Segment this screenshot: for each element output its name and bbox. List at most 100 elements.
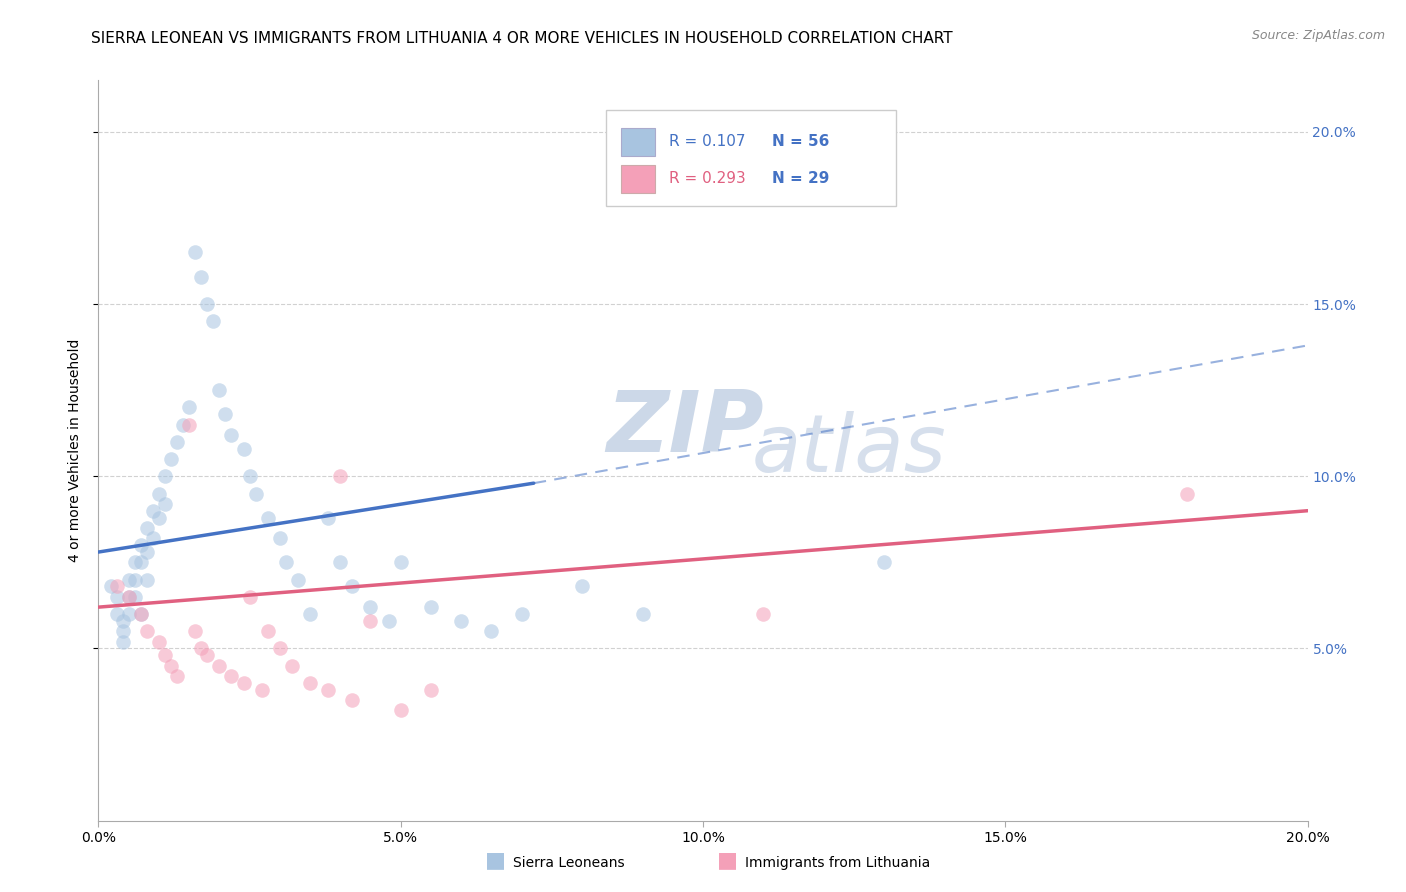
Point xyxy=(124,590,146,604)
Point xyxy=(160,658,183,673)
Text: Immigrants from Lithuania: Immigrants from Lithuania xyxy=(745,855,931,870)
FancyBboxPatch shape xyxy=(606,110,897,206)
Text: Sierra Leoneans: Sierra Leoneans xyxy=(513,855,624,870)
Point xyxy=(329,469,352,483)
Point xyxy=(124,573,146,587)
Point xyxy=(118,590,141,604)
Text: R = 0.293: R = 0.293 xyxy=(669,171,747,186)
Point xyxy=(873,555,896,569)
Point xyxy=(752,607,775,621)
Point xyxy=(360,600,382,615)
Point xyxy=(195,648,218,663)
Point xyxy=(153,469,176,483)
Point xyxy=(208,658,231,673)
Point xyxy=(118,573,141,587)
Point xyxy=(148,510,170,524)
Point xyxy=(287,573,309,587)
Point xyxy=(256,510,278,524)
Point xyxy=(245,486,267,500)
Point xyxy=(195,297,218,311)
Text: ZIP: ZIP xyxy=(606,387,763,470)
Point xyxy=(299,607,322,621)
Point xyxy=(166,434,188,449)
Point xyxy=(105,590,128,604)
Text: Source: ZipAtlas.com: Source: ZipAtlas.com xyxy=(1251,29,1385,42)
Point xyxy=(420,600,443,615)
Point xyxy=(510,607,533,621)
Point xyxy=(329,555,352,569)
Point xyxy=(129,607,152,621)
Point xyxy=(342,579,364,593)
Point xyxy=(360,614,382,628)
Point xyxy=(105,607,128,621)
Point xyxy=(135,545,157,559)
Point xyxy=(190,269,212,284)
Point xyxy=(179,401,201,415)
Point xyxy=(232,676,254,690)
Point xyxy=(100,579,122,593)
Point xyxy=(105,579,128,593)
Point xyxy=(377,614,399,628)
Point xyxy=(148,634,170,648)
Point xyxy=(221,669,243,683)
Text: N = 56: N = 56 xyxy=(772,134,830,149)
Point xyxy=(281,658,304,673)
Point xyxy=(135,573,157,587)
FancyBboxPatch shape xyxy=(621,128,655,156)
Point xyxy=(184,624,207,639)
Point xyxy=(274,555,297,569)
Y-axis label: 4 or more Vehicles in Household: 4 or more Vehicles in Household xyxy=(69,339,83,562)
Point xyxy=(153,497,176,511)
Point xyxy=(166,669,188,683)
Point xyxy=(111,624,134,639)
Point xyxy=(202,314,225,328)
Point xyxy=(135,521,157,535)
Text: ■: ■ xyxy=(717,850,738,870)
Point xyxy=(142,504,165,518)
Point xyxy=(221,428,243,442)
Point xyxy=(389,703,412,717)
Point xyxy=(239,590,262,604)
Point xyxy=(111,634,134,648)
Point xyxy=(148,486,170,500)
Point xyxy=(208,383,231,397)
Point xyxy=(160,452,183,467)
Point xyxy=(232,442,254,456)
Point xyxy=(124,555,146,569)
Point xyxy=(129,538,152,552)
Point xyxy=(172,417,194,432)
Point xyxy=(129,607,152,621)
Text: N = 29: N = 29 xyxy=(772,171,830,186)
Point xyxy=(214,407,236,421)
Point xyxy=(142,531,165,545)
Point xyxy=(299,676,322,690)
Point xyxy=(179,417,201,432)
Point xyxy=(190,641,212,656)
Point xyxy=(631,607,654,621)
Point xyxy=(571,579,593,593)
Point xyxy=(256,624,278,639)
Point xyxy=(481,624,503,639)
Point xyxy=(118,607,141,621)
Text: R = 0.107: R = 0.107 xyxy=(669,134,745,149)
Point xyxy=(269,531,291,545)
FancyBboxPatch shape xyxy=(621,165,655,193)
Point xyxy=(250,682,273,697)
Point xyxy=(118,590,141,604)
Text: atlas: atlas xyxy=(751,411,946,490)
Point xyxy=(269,641,291,656)
Point xyxy=(316,510,339,524)
Text: SIERRA LEONEAN VS IMMIGRANTS FROM LITHUANIA 4 OR MORE VEHICLES IN HOUSEHOLD CORR: SIERRA LEONEAN VS IMMIGRANTS FROM LITHUA… xyxy=(91,31,953,46)
Point xyxy=(342,693,364,707)
Point xyxy=(129,555,152,569)
Point xyxy=(239,469,262,483)
Text: ■: ■ xyxy=(485,850,506,870)
Point xyxy=(450,614,472,628)
Point xyxy=(135,624,157,639)
Point xyxy=(184,245,207,260)
Point xyxy=(420,682,443,697)
Point xyxy=(153,648,176,663)
Point xyxy=(316,682,339,697)
Point xyxy=(389,555,412,569)
Point xyxy=(111,614,134,628)
